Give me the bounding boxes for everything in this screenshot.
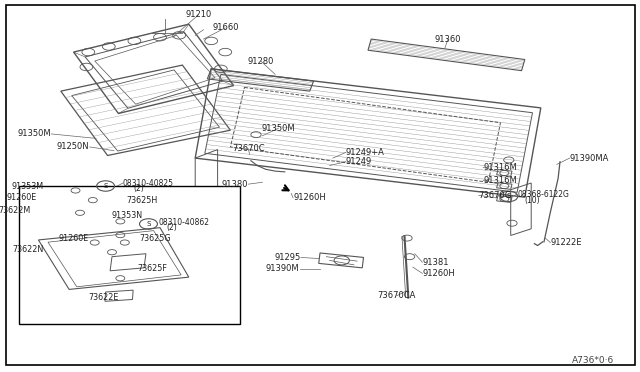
Text: 91390MA: 91390MA bbox=[570, 154, 609, 163]
Text: 91260E: 91260E bbox=[7, 193, 37, 202]
Text: 91380: 91380 bbox=[222, 180, 248, 189]
Text: 91350M: 91350M bbox=[17, 129, 51, 138]
Text: 91390M: 91390M bbox=[266, 264, 300, 273]
Text: (2): (2) bbox=[166, 223, 177, 232]
Bar bbox=[19, 186, 240, 324]
Text: 91210: 91210 bbox=[185, 10, 212, 19]
Text: 91316M: 91316M bbox=[483, 176, 517, 185]
Text: 91316M: 91316M bbox=[483, 163, 517, 172]
Text: 91249+A: 91249+A bbox=[346, 148, 385, 157]
Text: 73625H: 73625H bbox=[127, 196, 158, 205]
Text: 91295: 91295 bbox=[275, 253, 301, 262]
Text: S: S bbox=[147, 221, 150, 227]
Text: 91381: 91381 bbox=[422, 258, 449, 267]
Text: 91350M: 91350M bbox=[262, 124, 295, 133]
Text: 73622M: 73622M bbox=[0, 206, 31, 215]
Text: 08310-40825: 08310-40825 bbox=[123, 179, 174, 187]
Text: 73670C: 73670C bbox=[479, 191, 511, 200]
Text: 73670C: 73670C bbox=[232, 144, 264, 153]
Text: 91249: 91249 bbox=[346, 157, 372, 166]
Text: 91222E: 91222E bbox=[550, 238, 582, 247]
Text: 08310-40862: 08310-40862 bbox=[159, 218, 210, 227]
Text: 91280: 91280 bbox=[248, 57, 275, 66]
Text: 08368-6122G: 08368-6122G bbox=[517, 190, 569, 199]
Text: (10): (10) bbox=[525, 196, 540, 205]
Text: 73625G: 73625G bbox=[140, 234, 171, 243]
Text: 91260H: 91260H bbox=[293, 193, 326, 202]
Text: 73622E: 73622E bbox=[88, 293, 119, 302]
Text: (2): (2) bbox=[133, 185, 144, 193]
Text: 91360: 91360 bbox=[435, 35, 461, 44]
Text: S: S bbox=[104, 183, 108, 189]
Text: 73670CA: 73670CA bbox=[378, 291, 416, 300]
Text: 91353N: 91353N bbox=[112, 211, 143, 220]
Text: A736*0·6: A736*0·6 bbox=[572, 356, 614, 365]
Text: S: S bbox=[507, 193, 511, 199]
Text: 91260E: 91260E bbox=[58, 234, 88, 243]
Text: 91250N: 91250N bbox=[57, 142, 90, 151]
Text: 73622N: 73622N bbox=[12, 245, 44, 254]
Text: 91660: 91660 bbox=[212, 23, 239, 32]
Text: 73625F: 73625F bbox=[138, 264, 168, 273]
Text: 91353M: 91353M bbox=[12, 182, 44, 191]
Text: 91260H: 91260H bbox=[422, 269, 455, 278]
